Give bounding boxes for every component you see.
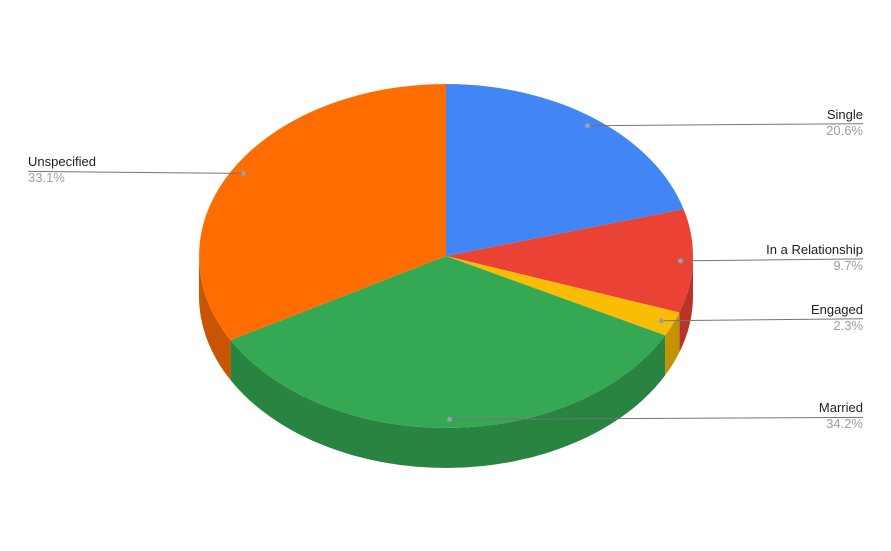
pie-slice-side-engaged — [665, 312, 680, 376]
slice-label-unspecified: Unspecified — [28, 154, 96, 170]
slice-percent-married: 34.2% — [826, 416, 863, 432]
callout-engaged: Engaged 2.3% — [811, 302, 863, 334]
callout-unspecified: Unspecified 33.1% — [28, 154, 96, 186]
leader-line-in-a-relationship — [680, 258, 864, 262]
pie-slice-side-in-a-relationship — [679, 256, 693, 353]
slice-percent-single: 20.6% — [826, 122, 863, 138]
pie-slice-in-a-relationship[interactable] — [446, 209, 693, 313]
pie-slice-side-married — [230, 335, 666, 468]
slice-percent-engaged: 2.3% — [833, 317, 863, 333]
leader-line-unspecified — [27, 170, 244, 174]
anchor-dot-single — [585, 123, 591, 129]
callout-married: Married 34.2% — [819, 400, 863, 432]
slice-percent-unspecified: 33.1% — [28, 170, 65, 186]
pie-slice-side-unspecified — [199, 256, 231, 381]
anchor-dot-in-a-relationship — [678, 258, 683, 264]
leader-line-single — [587, 123, 864, 127]
callout-in-a-relationship: In a Relationship 9.7% — [766, 242, 863, 274]
pie-slice-single[interactable] — [446, 84, 684, 256]
slice-label-engaged: Engaged — [810, 301, 863, 317]
pie-slice-unspecified[interactable] — [199, 84, 446, 341]
slice-label-married: Married — [818, 400, 863, 416]
callout-single: Single 20.6% — [826, 107, 863, 139]
anchor-dot-married — [447, 416, 453, 422]
anchor-dot-unspecified — [241, 170, 246, 176]
slice-label-in-a-relationship: In a Relationship — [766, 241, 863, 257]
slice-percent-in-a-relationship: 9.7% — [833, 257, 863, 273]
slice-label-single: Single — [826, 106, 863, 122]
pie-slice-married[interactable] — [230, 256, 666, 428]
leader-line-engaged — [661, 318, 864, 322]
pie-slice-engaged[interactable] — [446, 256, 680, 336]
anchor-dot-engaged — [659, 318, 664, 324]
leader-line-married — [449, 416, 864, 420]
